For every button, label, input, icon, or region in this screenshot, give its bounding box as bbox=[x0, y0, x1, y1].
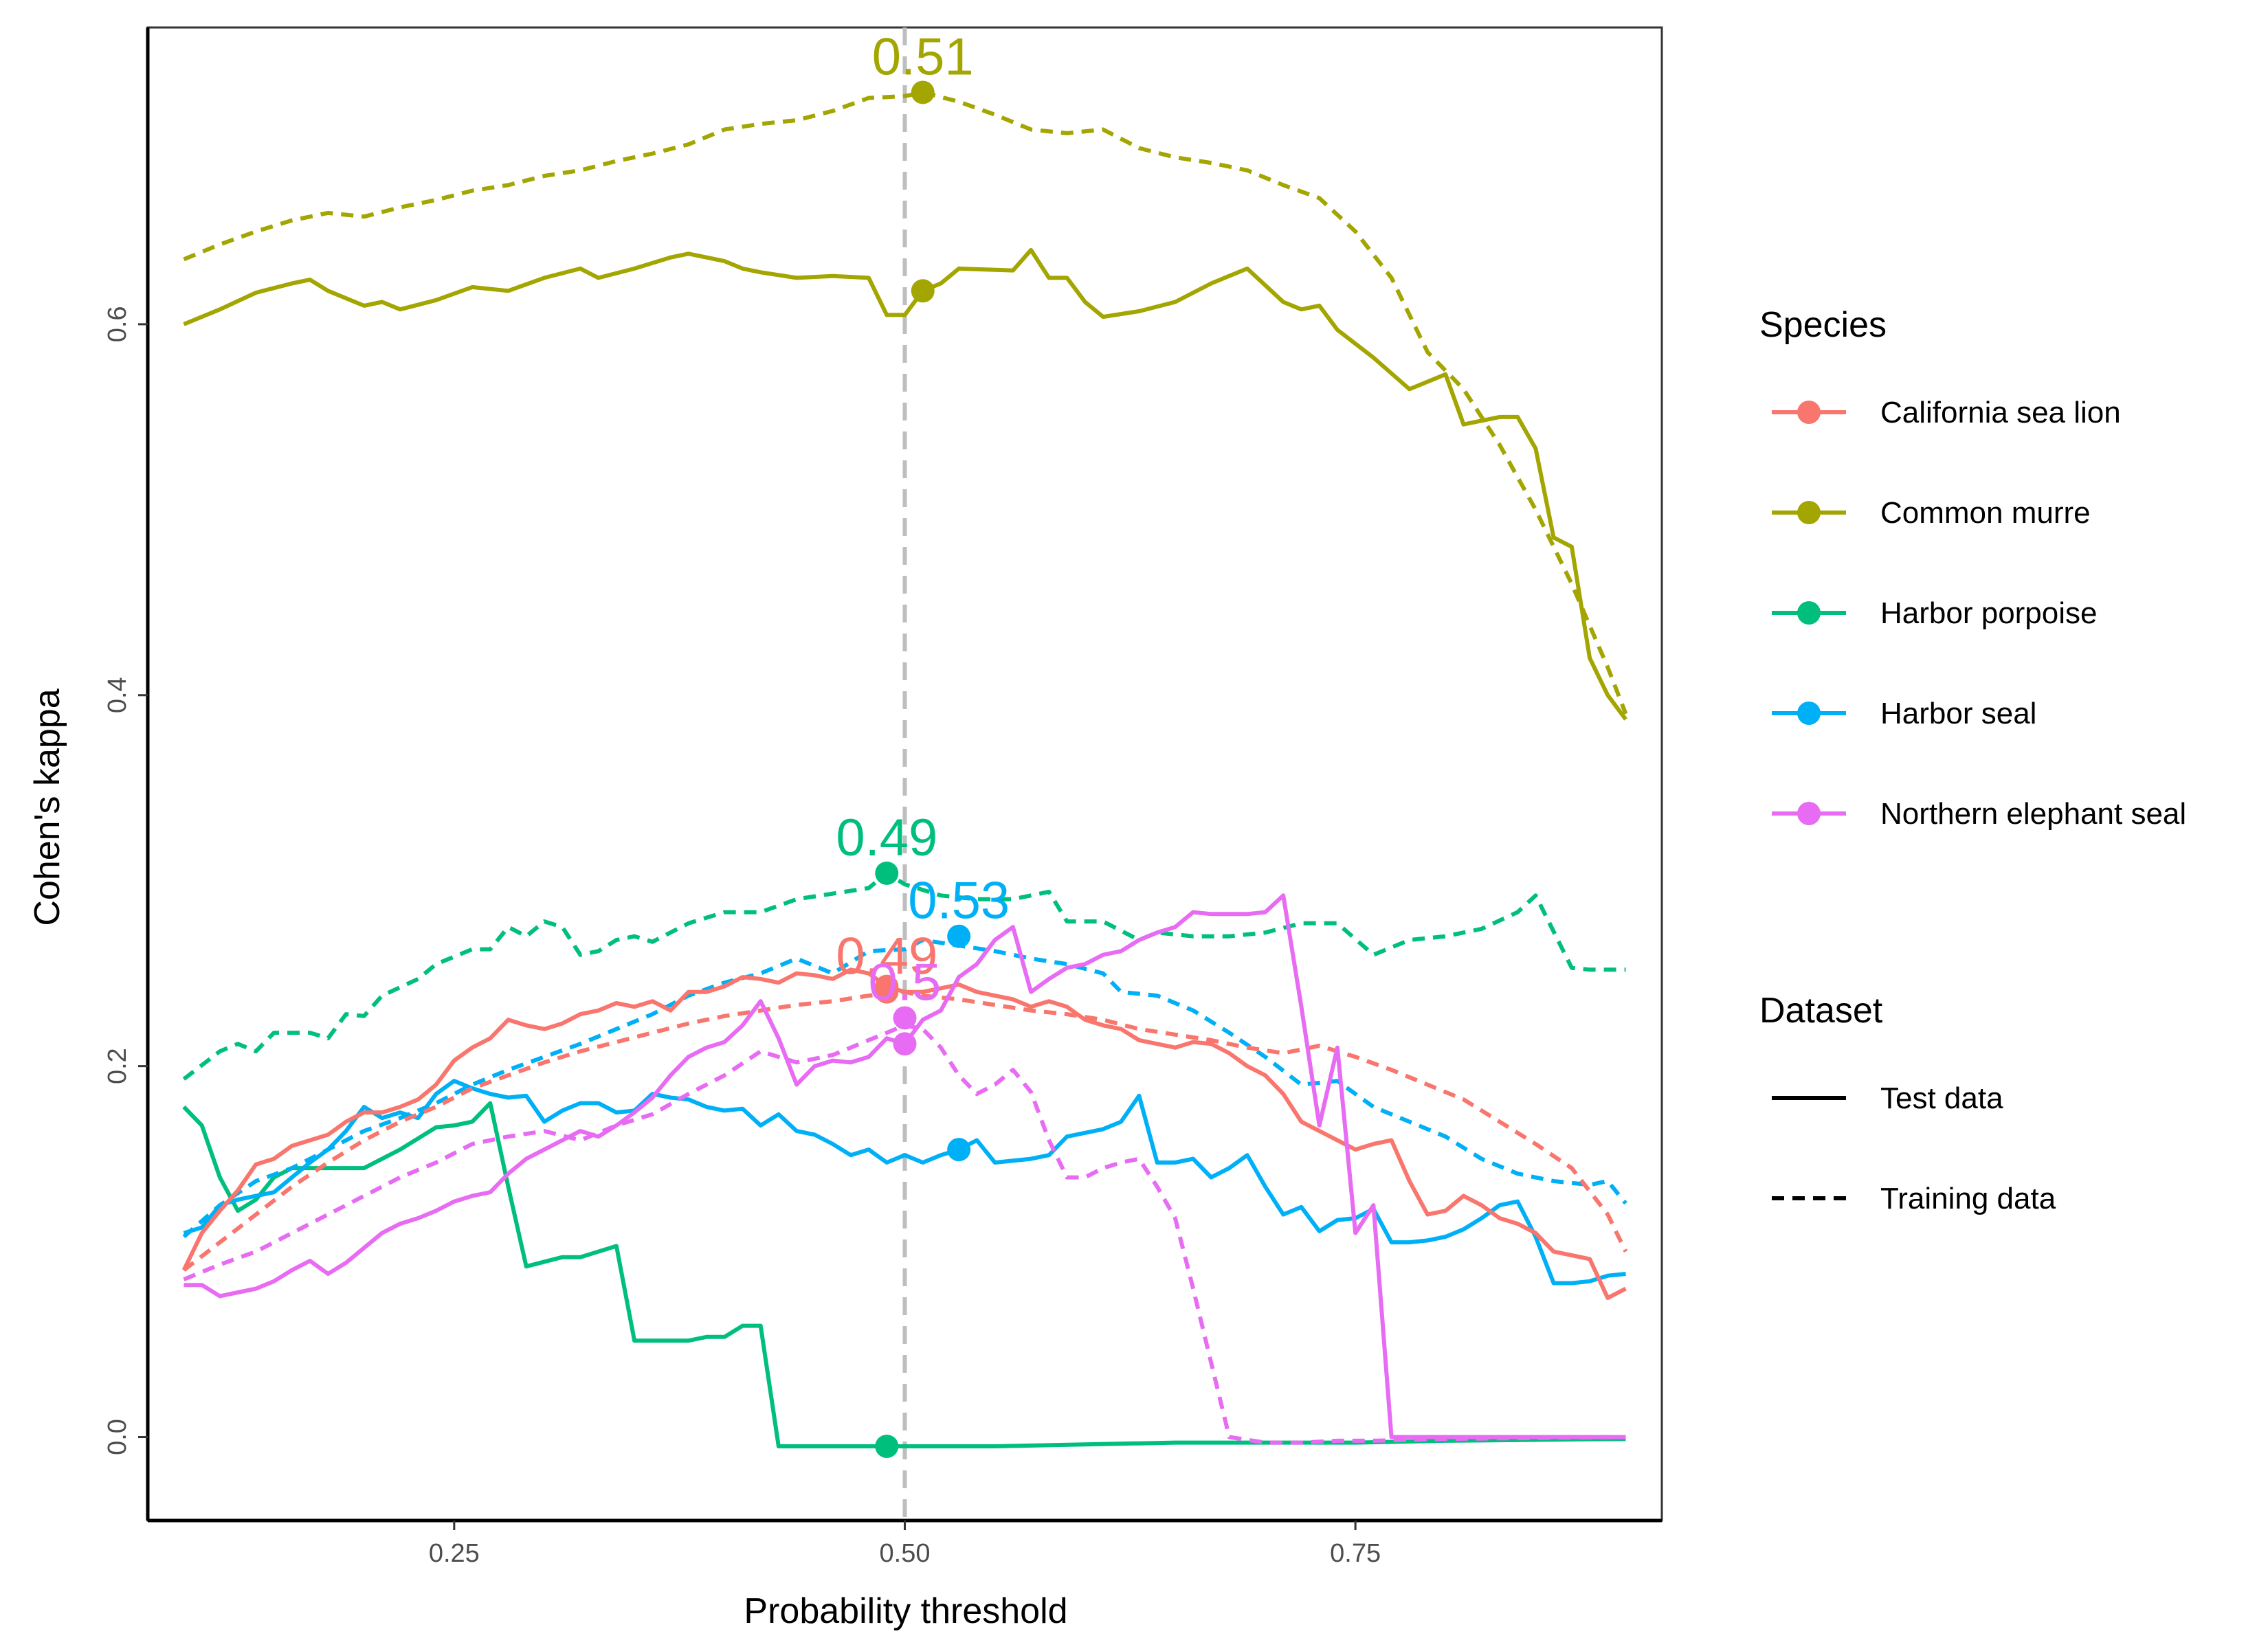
plot-border bbox=[146, 26, 1663, 1522]
legend: Species California sea lion Common murre H… bbox=[1759, 305, 2186, 1215]
legend-species-title: Species bbox=[1759, 305, 1887, 345]
legend-item-harbor-porpoise: Harbor porpoise bbox=[1772, 596, 2098, 630]
x-tick-label: 0.75 bbox=[1330, 1539, 1381, 1568]
legend-key-point bbox=[1797, 401, 1821, 424]
optimum-point-northern-elephant-seal-training-data bbox=[893, 1006, 917, 1030]
y-tick-label: 0.4 bbox=[103, 677, 132, 713]
optimum-point-california-sea-lion-test-data bbox=[875, 974, 899, 998]
legend-label: Harbor seal bbox=[1880, 697, 2036, 730]
legend-label: California sea lion bbox=[1880, 396, 2121, 429]
legend-label: Harbor porpoise bbox=[1880, 596, 2098, 630]
legend-key-point bbox=[1797, 802, 1821, 825]
legend-key-point bbox=[1797, 601, 1821, 625]
series-common-murre-test-data bbox=[183, 247, 1627, 721]
series-northern-elephant-seal-training-data bbox=[183, 1023, 1626, 1445]
optimum-label-northern-elephant-seal: 0.5 bbox=[869, 953, 942, 1011]
optimum-point-harbor-seal-test-data bbox=[947, 1138, 971, 1162]
optimum-point-harbor-porpoise-training-data bbox=[875, 861, 899, 885]
optimum-label-harbor-porpoise: 0.49 bbox=[836, 809, 937, 867]
y-tick-label: 0.6 bbox=[103, 306, 132, 342]
series-layer bbox=[181, 90, 1628, 1448]
x-tick-label: 0.50 bbox=[880, 1539, 931, 1568]
legend-label: Test data bbox=[1880, 1081, 2003, 1115]
series-northern-elephant-seal-test-data bbox=[184, 893, 1626, 1439]
legend-species-entries: California sea lion Common murre Harbor po… bbox=[1772, 396, 2186, 831]
optimum-point-harbor-porpoise-test-data bbox=[875, 1435, 899, 1459]
legend-dataset-title: Dataset bbox=[1759, 991, 1883, 1031]
series-harbor-seal-test-data bbox=[183, 1079, 1626, 1286]
series-california-sea-lion-test-data bbox=[181, 967, 1627, 1301]
y-tick-label: 0.2 bbox=[103, 1048, 132, 1084]
optimum-points-layer bbox=[875, 80, 971, 1459]
y-axis-title: Cohen's kappa bbox=[27, 688, 67, 926]
optimum-point-common-murre-test-data bbox=[911, 279, 935, 303]
optimum-label-common-murre: 0.51 bbox=[872, 27, 974, 86]
optimum-labels-layer: 0.510.490.530.490.5 bbox=[836, 27, 1010, 1011]
series-california-sea-lion-training-data bbox=[182, 989, 1628, 1272]
x-tick-label: 0.25 bbox=[429, 1539, 480, 1568]
x-axis-title: Probability threshold bbox=[744, 1591, 1067, 1631]
series-harbor-seal-training-data bbox=[182, 938, 1627, 1239]
y-tick-label: 0.0 bbox=[103, 1419, 132, 1455]
axes-layer: 0.25 0.50 0.75 0.0 0.2 0.4 0.6 bbox=[103, 27, 1662, 1568]
legend-item-california-sea-lion: California sea lion bbox=[1772, 396, 2121, 429]
optimum-label-california-sea-lion: 0.49 bbox=[836, 928, 937, 986]
series-harbor-porpoise-training-data bbox=[182, 871, 1626, 1081]
legend-label: Common murre bbox=[1880, 496, 2091, 530]
optimum-point-northern-elephant-seal-test-data bbox=[893, 1032, 917, 1056]
legend-label: Training data bbox=[1880, 1182, 2056, 1215]
legend-key-point bbox=[1797, 501, 1821, 524]
legend-item-harbor-seal: Harbor seal bbox=[1772, 697, 2036, 730]
legend-label: Northern elephant seal bbox=[1880, 797, 2186, 831]
legend-item-common-murre: Common murre bbox=[1772, 496, 2091, 530]
plot-panel bbox=[146, 26, 1663, 1522]
optimum-label-harbor-seal: 0.53 bbox=[908, 872, 1010, 930]
optimum-point-harbor-seal-training-data bbox=[947, 924, 971, 948]
legend-key-point bbox=[1797, 702, 1821, 725]
optimum-point-common-murre-training-data bbox=[911, 80, 935, 104]
legend-item-northern-elephant-seal: Northern elephant seal bbox=[1772, 797, 2186, 831]
legend-item-training-data: Training data bbox=[1772, 1182, 2056, 1215]
legend-item-test-data: Test data bbox=[1772, 1081, 2003, 1115]
legend-dataset-entries: Test data Training data bbox=[1772, 1081, 2056, 1215]
